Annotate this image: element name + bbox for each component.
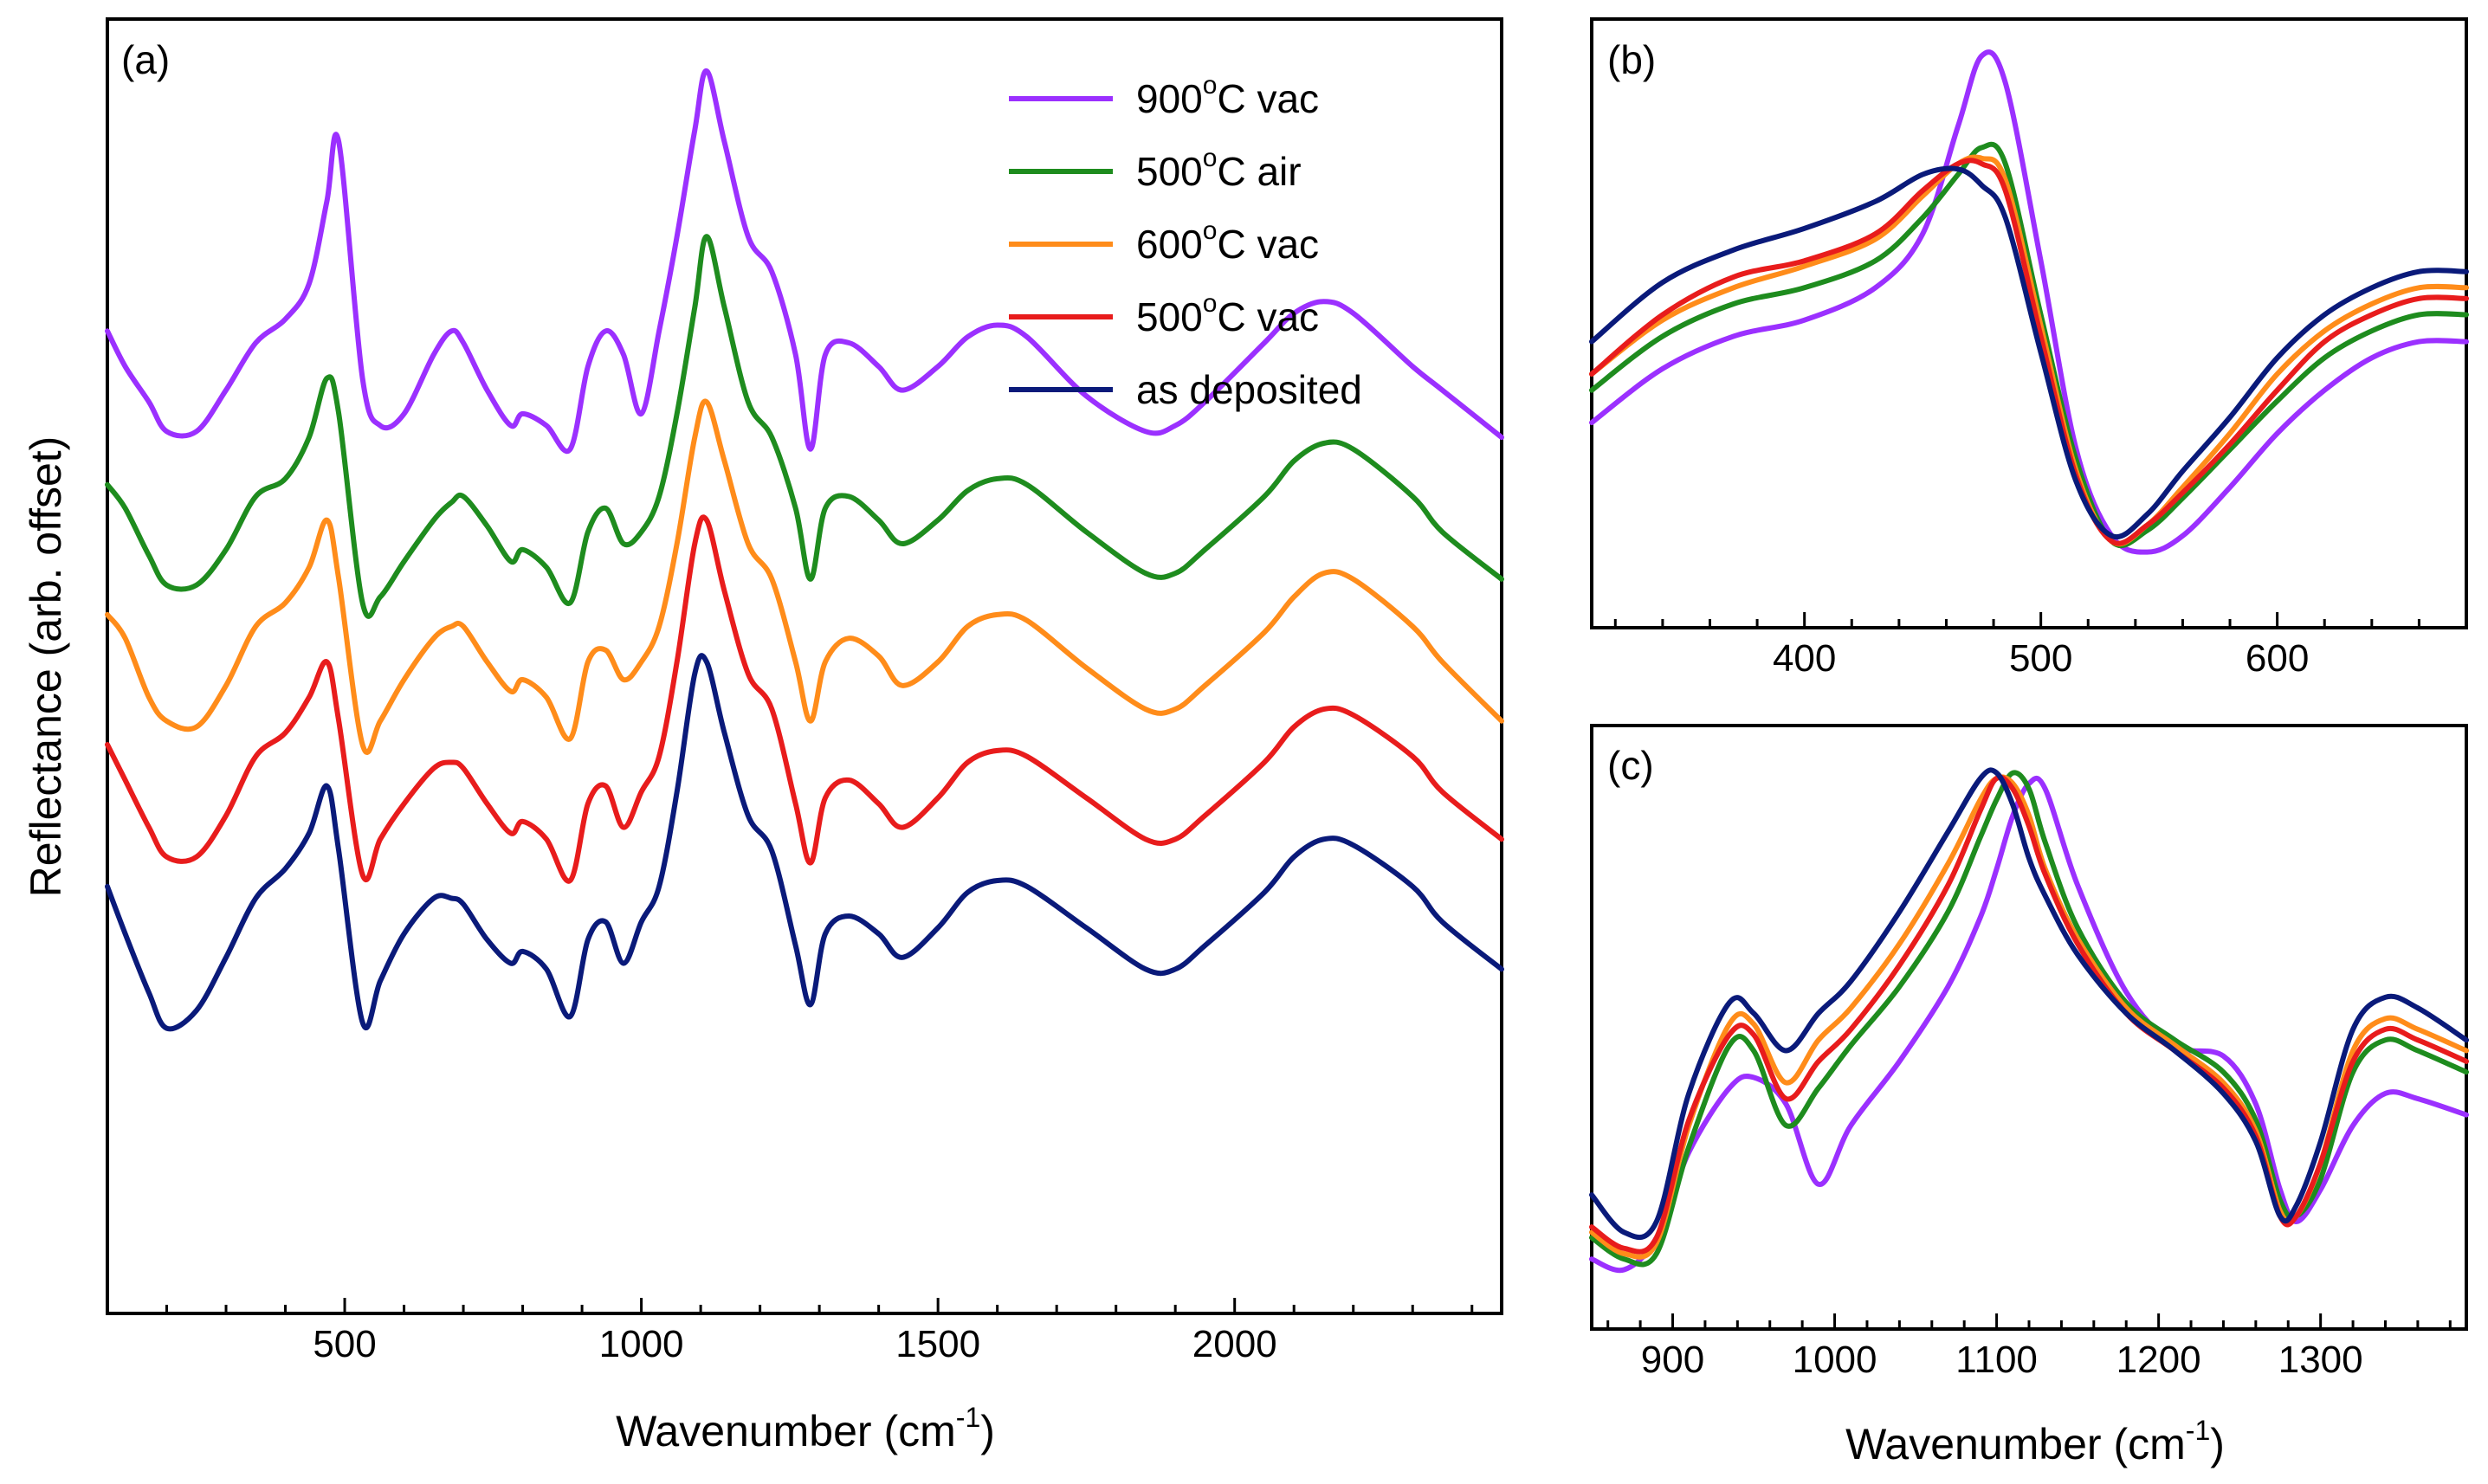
legend-label-post: C vac	[1217, 76, 1319, 121]
panel-b: 400 500 600 (b)	[1589, 17, 2469, 680]
legend-label-sup: o	[1203, 144, 1218, 172]
tick-label: 1500	[895, 1323, 980, 1365]
legend-label: 500oC vac	[1136, 289, 1319, 339]
legend-label: as deposited	[1136, 367, 1362, 412]
series-line-1-4	[1589, 165, 2469, 540]
panel-b-frame	[1590, 17, 2468, 629]
panel-a-xlabel-sup: -1	[956, 1402, 980, 1433]
panel-c-ticks: 900 1000 1100 1200 1300	[1606, 1313, 2452, 1381]
tick-label: 500	[2009, 637, 2072, 680]
tick-label: 2000	[1192, 1323, 1277, 1365]
panel-b-label: (b)	[1607, 37, 1656, 82]
legend-label-pre: 500	[1136, 294, 1203, 339]
panel-a-frame	[106, 17, 1503, 1315]
panel-c-series-group	[1589, 767, 2469, 1274]
panel-a-xlabel-end: )	[980, 1407, 995, 1455]
panel-a-series-group	[105, 68, 1504, 1032]
panel-a: 500 1000 1500 2000 (a) Reflectance (arb. of…	[22, 17, 1504, 1455]
tick-label: 500	[313, 1323, 376, 1365]
tick-label: 1200	[2116, 1339, 2201, 1381]
legend-label-sup: o	[1203, 289, 1218, 318]
legend-label-pre: 900	[1136, 76, 1203, 121]
panel-c-xlabel-sup: -1	[2186, 1415, 2210, 1446]
legend-label: 600oC vac	[1136, 216, 1319, 267]
series-line-0-4	[105, 653, 1504, 1032]
legend-label-post: C vac	[1217, 294, 1319, 339]
tick-label: 1300	[2278, 1339, 2363, 1381]
panel-c-xlabel-end: )	[2210, 1420, 2225, 1468]
panel-a-ylabel: Reflectance (arb. offset)	[22, 436, 70, 898]
panel-c-xlabel-main: Wavenumber (cm	[1845, 1420, 2186, 1468]
series-line-2-1	[1589, 770, 2469, 1268]
series-line-1-0	[1589, 49, 2469, 555]
legend-label-pre: 600	[1136, 222, 1203, 267]
panel-b-series-group	[1589, 49, 2469, 555]
series-line-0-0	[105, 68, 1504, 455]
legend-label: 900oC vac	[1136, 71, 1319, 121]
series-line-0-3	[105, 514, 1504, 884]
tick-label: 900	[1641, 1339, 1704, 1381]
tick-label: 1000	[1793, 1339, 1877, 1381]
tick-label: 600	[2246, 637, 2309, 680]
legend-label: 500oC air	[1136, 144, 1302, 194]
tick-label: 1000	[599, 1323, 684, 1365]
panel-c-xlabel: Wavenumber (cm-1)	[1845, 1415, 2225, 1468]
panel-b-ticks: 400 500 600	[1613, 612, 2468, 680]
series-line-2-4	[1589, 767, 2469, 1241]
legend-label-pre: 500	[1136, 149, 1203, 194]
series-line-2-3	[1589, 774, 2469, 1255]
tick-label: 400	[1773, 637, 1836, 680]
panel-a-ticks: 500 1000 1500 2000	[106, 1298, 1474, 1365]
legend-label-post: C vac	[1217, 222, 1319, 267]
panel-c-label: (c)	[1607, 743, 1654, 788]
legend-label-sup: o	[1203, 71, 1218, 100]
legend-label-post: C air	[1217, 149, 1301, 194]
panel-c: 900 1000 1100 1200 1300 (c) Wavenumber (cm-1…	[1589, 724, 2469, 1468]
panel-a-xlabel-main: Wavenumber (cm	[616, 1407, 956, 1455]
panel-a-xlabel: Wavenumber (cm-1)	[616, 1402, 995, 1455]
series-line-1-3	[1589, 158, 2469, 546]
legend-label-sup: o	[1203, 216, 1218, 245]
series-line-0-1	[105, 234, 1504, 619]
tick-label: 1100	[1955, 1339, 2038, 1381]
series-line-0-2	[105, 398, 1504, 755]
panel-a-label: (a)	[121, 37, 170, 82]
